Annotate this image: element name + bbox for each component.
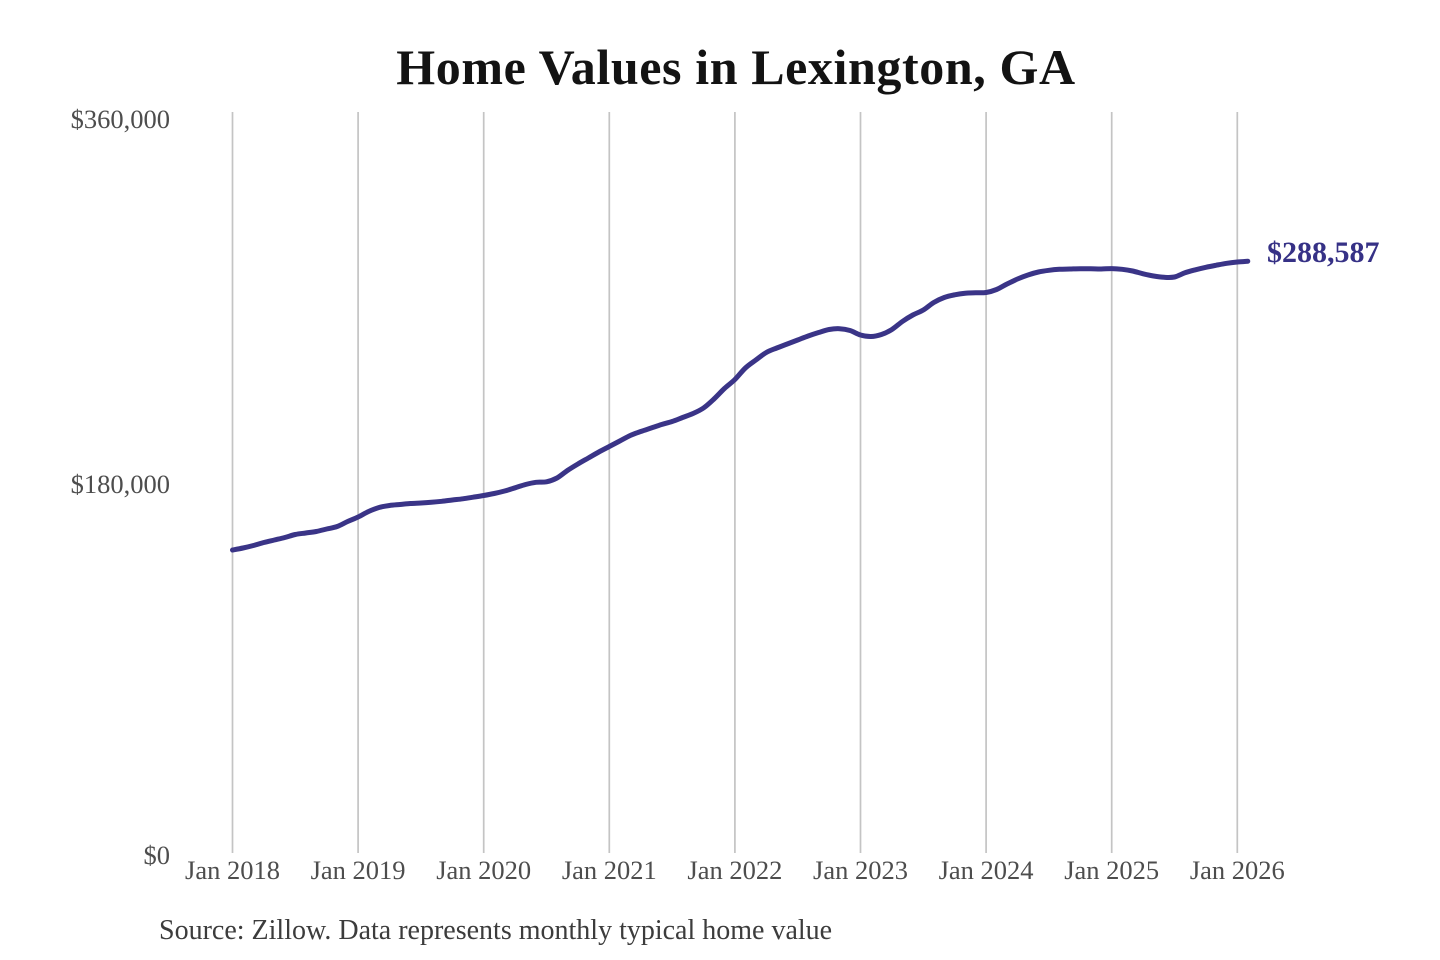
svg-text:Jan 2022: Jan 2022 (687, 855, 782, 885)
svg-text:Jan 2024: Jan 2024 (939, 855, 1034, 885)
svg-text:Jan 2025: Jan 2025 (1064, 855, 1159, 885)
svg-text:Jan 2019: Jan 2019 (311, 855, 406, 885)
svg-text:Jan 2020: Jan 2020 (436, 855, 531, 885)
svg-text:Home Values in Lexington, GA: Home Values in Lexington, GA (396, 39, 1075, 95)
svg-text:$0: $0 (144, 840, 171, 870)
svg-text:$180,000: $180,000 (71, 469, 170, 499)
svg-text:Jan 2021: Jan 2021 (562, 855, 657, 885)
svg-text:$360,000: $360,000 (71, 104, 170, 134)
svg-text:Jan 2026: Jan 2026 (1190, 855, 1285, 885)
svg-text:Source: Zillow. Data represent: Source: Zillow. Data represents monthly … (159, 915, 832, 946)
svg-text:$288,587: $288,587 (1267, 236, 1380, 269)
svg-text:Jan 2023: Jan 2023 (813, 855, 908, 885)
svg-text:Jan 2018: Jan 2018 (185, 855, 280, 885)
